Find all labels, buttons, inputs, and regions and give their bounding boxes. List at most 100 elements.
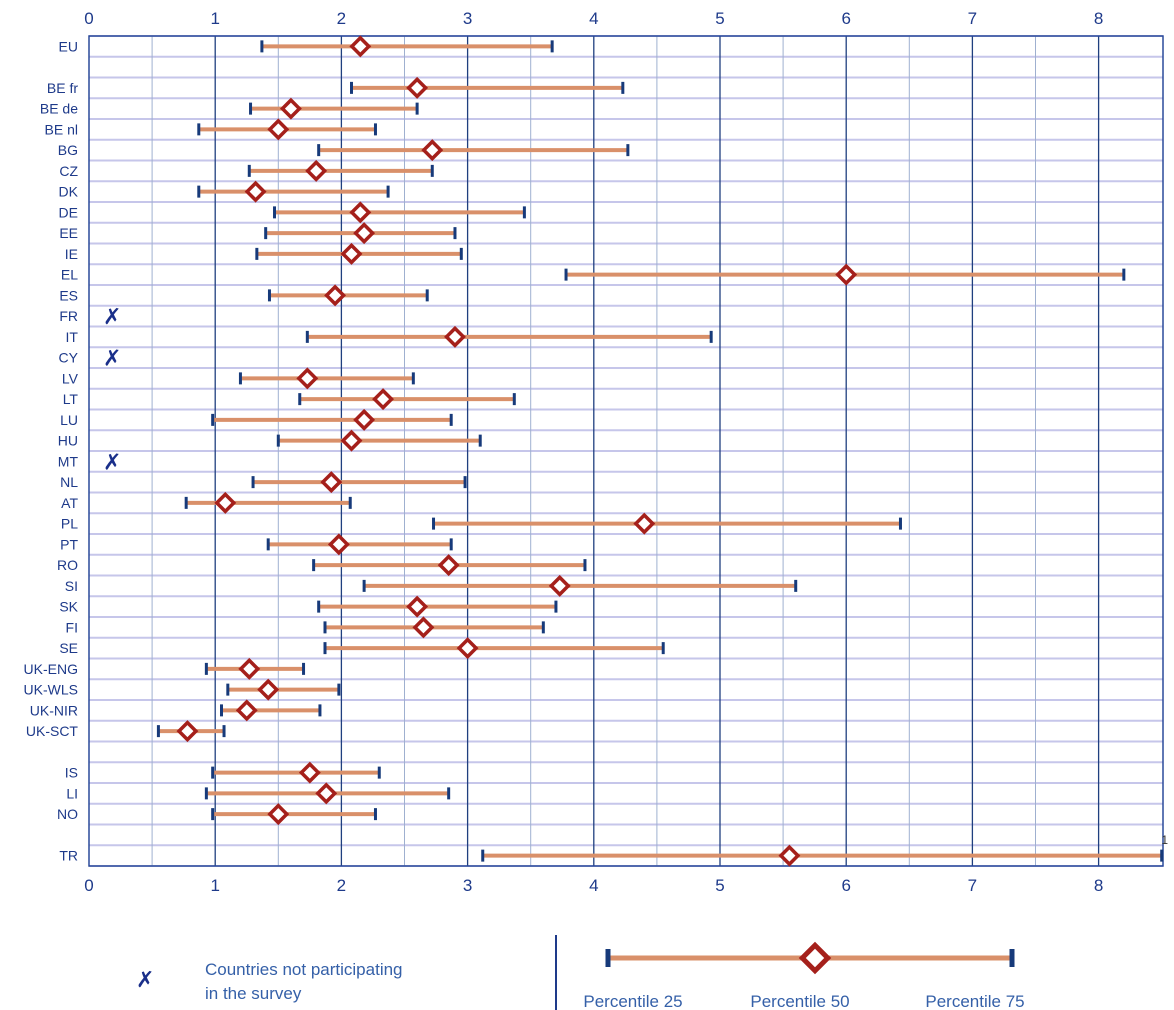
country-label: BE fr [47,80,78,96]
not-participating-icon: ✗ [103,346,121,371]
x-tick-label-top: 5 [715,9,724,28]
plot-frame [88,35,1164,867]
overflow-note: 1 [1161,833,1168,847]
country-label: EL [61,267,78,283]
country-label: CY [59,350,79,366]
not-participating-legend-text-line1: Countries not participating [205,960,403,979]
median-marker [340,429,363,452]
vertical-gridlines [151,36,1100,866]
legend-p50-label: Percentile 50 [750,992,849,1010]
x-tick-label-top: 4 [589,9,598,28]
country-label: LT [63,391,79,407]
median-marker [298,761,321,784]
legend-p25-label: Percentile 25 [583,992,682,1010]
country-label: UK-WLS [24,682,78,698]
country-label: BG [58,142,78,158]
country-label: DK [59,184,79,200]
country-label: LI [66,785,78,801]
median-marker [835,263,858,286]
median-marker [412,616,435,639]
country-label: SE [59,640,78,656]
median-marker [349,201,372,224]
median-marker [305,159,328,182]
country-label: PT [60,536,78,552]
x-tick-label-top: 7 [968,9,977,28]
x-tick-label-bottom: 8 [1094,876,1103,895]
median-marker [267,118,290,141]
median-marker [778,844,801,867]
median-marker [353,408,376,431]
x-tick-label-top: 2 [337,9,346,28]
median-marker [296,367,319,390]
country-label: NL [60,474,78,490]
median-marker [214,491,237,514]
x-tick-label-bottom: 6 [841,876,850,895]
not-participating-legend-text-line2: in the survey [205,984,302,1003]
x-tick-label-bottom: 7 [968,876,977,895]
country-label: FI [66,619,78,635]
median-marker [176,720,199,743]
median-marker [320,471,343,494]
median-marker [324,284,347,307]
median-marker [444,325,466,348]
country-label: DE [59,204,78,220]
x-tick-label-bottom: 5 [715,876,724,895]
median-marker [235,699,258,722]
not-participating-legend-icon: ✗ [136,967,154,992]
not-participating-icon: ✗ [103,449,121,474]
country-label: UK-NIR [30,702,78,718]
median-marker [406,76,429,99]
country-labels: EU BE fr BE de BE nl BG CZ DK DE EE IE EL ES FR IT CY L… [24,38,79,863]
country-label: BE nl [45,121,78,137]
x-tick-label-bottom: 2 [337,876,346,895]
country-label: FR [59,308,78,324]
median-marker [327,533,350,556]
country-label: IT [66,329,79,345]
country-label: LU [60,412,78,428]
median-marker [548,574,571,597]
median-marker [353,222,376,245]
median-marker [421,139,444,162]
median-marker [267,803,290,826]
country-label: RO [57,557,78,573]
country-label: UK-ENG [24,661,78,677]
legend-p75-label: Percentile 75 [925,992,1024,1010]
median-marker [372,388,395,411]
country-label: AT [61,495,78,511]
x-tick-label-top: 6 [841,9,850,28]
x-tick-label-top: 0 [84,9,93,28]
country-label: IS [65,765,78,781]
country-label: ES [59,287,78,303]
plot-border [88,35,1164,867]
legend: ✗ Countries not participating in the sur… [136,935,1025,1010]
row-gridlines [89,35,1163,867]
country-label: UK-SCT [26,723,79,739]
country-label: HU [58,433,78,449]
country-label: NO [57,806,78,822]
country-label: LV [62,370,79,386]
median-marker [633,512,656,535]
x-tick-label-bottom: 3 [463,876,472,895]
median-marker [244,180,267,203]
country-label: IE [65,246,78,262]
country-label: SI [65,578,78,594]
top-axis-tick-labels: 0 1 2 3 4 5 6 7 8 [84,9,1103,28]
percentile-bars: ✗ ✗ ✗ [103,35,1164,867]
median-marker [349,35,372,58]
median-marker [456,637,479,660]
legend-p50-marker [798,941,832,975]
x-tick-label-top: 1 [210,9,219,28]
country-label: MT [58,453,79,469]
median-marker [257,678,280,701]
x-tick-label-bottom: 1 [210,876,219,895]
median-marker [340,242,363,265]
median-marker [406,595,429,618]
median-marker [437,554,460,577]
country-label: BE de [40,101,78,117]
country-label: CZ [59,163,78,179]
x-tick-label-top: 8 [1094,9,1103,28]
country-label: TR [59,848,78,864]
country-label: SK [59,599,78,615]
x-tick-label-top: 3 [463,9,472,28]
